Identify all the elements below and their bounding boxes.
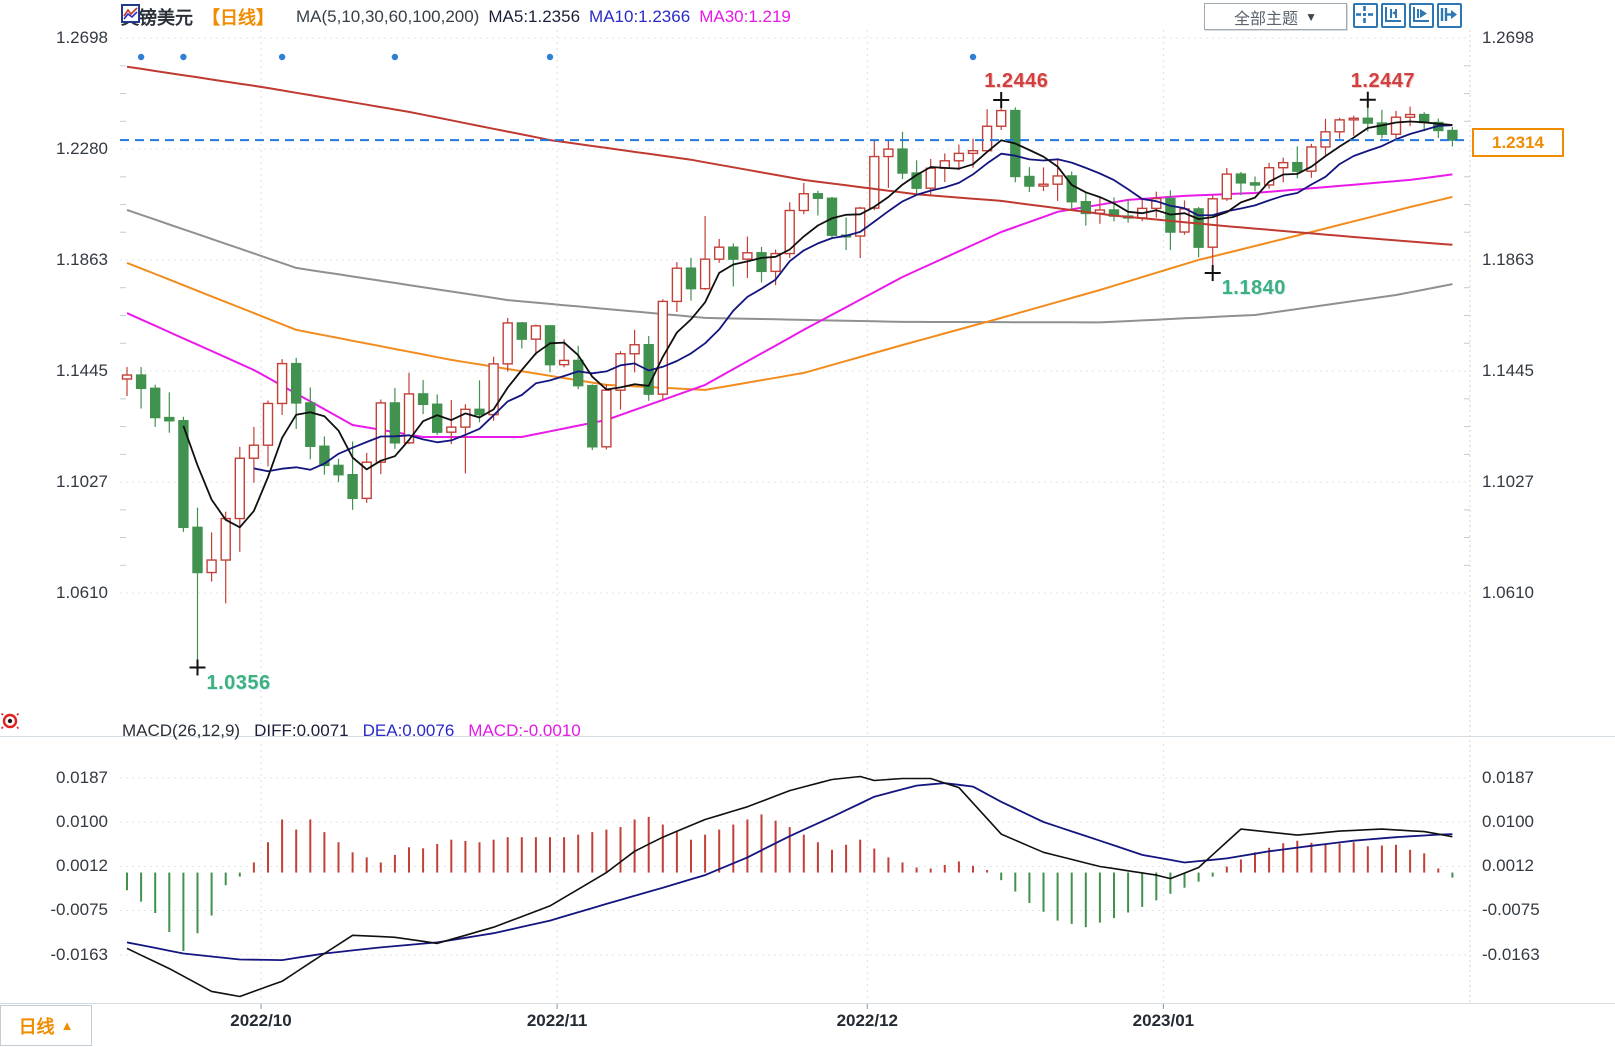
event-dot[interactable] [391, 53, 399, 61]
high-marker [1359, 91, 1376, 108]
theme-dropdown-label: 全部主题 [1234, 10, 1299, 28]
period-selector[interactable]: 日线 ▲ [0, 1005, 92, 1046]
high-marker [993, 91, 1010, 108]
period-selector-label: 日线 [18, 1016, 55, 1037]
low-marker [1204, 265, 1221, 282]
compress-axis-button[interactable] [1381, 3, 1406, 28]
triangle-up-icon: ▲ [60, 1018, 74, 1033]
crosshair-move-button[interactable] [1353, 3, 1378, 28]
macd-macd-value: MACD:-0.0010 [468, 721, 581, 740]
macd-header: MACD(26,12,9) DIFF:0.0071 DEA:0.0076 MAC… [122, 721, 581, 741]
macd-pane[interactable] [126, 775, 1454, 998]
event-dot[interactable] [180, 53, 187, 61]
macd-dea-value: DEA:0.0076 [362, 721, 455, 740]
bottom-divider [0, 1003, 1615, 1004]
expand-axis-icon [1413, 7, 1429, 22]
pan-right-icon [1440, 8, 1457, 21]
candles [121, 104, 1458, 661]
event-dot[interactable] [546, 53, 554, 61]
low-marker [189, 659, 206, 676]
compress-axis-icon [1385, 7, 1401, 22]
event-dot[interactable] [278, 53, 286, 61]
pane-divider [0, 736, 1615, 737]
chart-header: 英镑美元 【日线】 MA(5,10,30,60,100,200) MA5:1.2… [121, 4, 791, 30]
price-pane[interactable] [121, 53, 1458, 661]
event-dot[interactable] [969, 53, 977, 61]
gridlines [120, 30, 1471, 1009]
period-tag: 【日线】 [202, 8, 274, 28]
macd-params-label: MACD(26,12,9) [122, 721, 241, 740]
ma5-value: MA5:1.2356 [488, 7, 581, 26]
expand-axis-button[interactable] [1409, 3, 1434, 28]
event-dot[interactable] [137, 53, 145, 61]
ma-settings-label: MA(5,10,30,60,100,200) [296, 7, 480, 26]
pan-right-button[interactable] [1437, 3, 1462, 28]
macd-diff-value: DIFF:0.0071 [254, 721, 349, 740]
ma10-value: MA10:1.2366 [589, 7, 691, 26]
ma30-value: MA30:1.219 [699, 7, 791, 26]
current-price-box: 1.2314 [1472, 128, 1564, 157]
crosshair-move-icon [1356, 6, 1373, 23]
theme-dropdown[interactable]: 全部主题 ▼ [1204, 3, 1347, 30]
chevron-down-icon: ▼ [1305, 9, 1317, 24]
